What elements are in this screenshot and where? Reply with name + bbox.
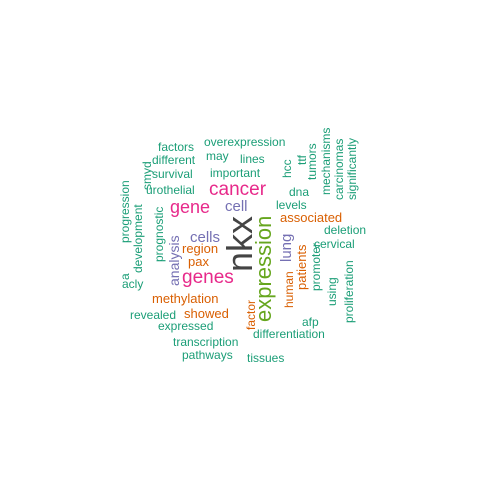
- word-pathways: pathways: [182, 348, 233, 362]
- word-methylation: methylation: [152, 291, 218, 306]
- word-nkx: nkx: [219, 216, 260, 272]
- word-may: may: [206, 149, 229, 163]
- word-cervical: cervical: [314, 237, 355, 251]
- word-development: development: [131, 204, 145, 273]
- word-tissues: tissues: [247, 351, 284, 365]
- word-cancer: cancer: [209, 179, 267, 200]
- word-overexpression: overexpression: [204, 135, 285, 149]
- word-region: region: [182, 241, 218, 256]
- word-prognostic: prognostic: [152, 207, 166, 262]
- word-associated: associated: [280, 210, 342, 225]
- word-showed: showed: [184, 306, 229, 321]
- word-lines: lines: [240, 152, 265, 166]
- word-genes: genes: [182, 267, 234, 288]
- word-human: human: [282, 271, 296, 308]
- word-deletion: deletion: [324, 223, 366, 237]
- word-revealed: revealed: [130, 308, 176, 322]
- word-survival: survival: [152, 167, 193, 181]
- word-significantly: significantly: [345, 138, 359, 200]
- word-different: different: [152, 153, 196, 167]
- word-smyd: smyd: [140, 161, 154, 190]
- word-hcc: hcc: [280, 159, 294, 178]
- word-tumors: tumors: [305, 143, 319, 180]
- word-differentiation: differentiation: [253, 327, 325, 341]
- word-expressed: expressed: [158, 319, 213, 333]
- word-factor: factor: [244, 300, 258, 330]
- word-cells: cells: [190, 229, 220, 246]
- word-important: important: [210, 166, 261, 180]
- word-cell: cell: [225, 198, 248, 215]
- word-patients: patients: [294, 244, 309, 290]
- word-expression: expression: [251, 216, 276, 322]
- word-acly: acly: [122, 277, 143, 291]
- word-factors: factors: [158, 140, 194, 154]
- word-levels: levels: [276, 198, 307, 212]
- word-analysis: analysis: [166, 235, 182, 286]
- word-carcinomas: carcinomas: [332, 139, 346, 200]
- word-mechanisms: mechanisms: [319, 128, 333, 195]
- word-lung: lung: [278, 234, 295, 262]
- word-urothelial: urothelial: [146, 183, 195, 197]
- word-progression: progression: [118, 180, 132, 243]
- word-gene: gene: [170, 197, 210, 217]
- word-pax: pax: [188, 254, 209, 269]
- word-using: using: [325, 277, 339, 306]
- word-proliferation: proliferation: [342, 260, 356, 323]
- word-transcription: transcription: [173, 335, 238, 349]
- word-dna: dna: [289, 185, 309, 199]
- word-afp: afp: [302, 315, 319, 329]
- word-promoter: promoter: [309, 243, 323, 291]
- word-ttf: ttf: [295, 154, 309, 165]
- word-a: a: [118, 273, 132, 280]
